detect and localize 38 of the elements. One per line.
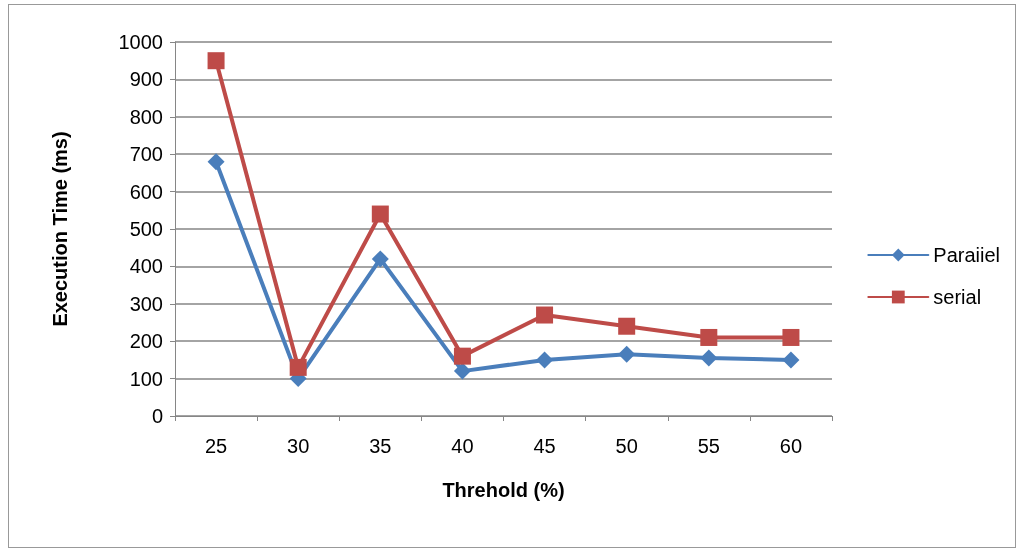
legend-label: Paraiiel [933,244,1000,266]
y-tick-label: 1000 [118,31,163,53]
y-tick-label: 500 [129,218,163,240]
point [289,358,307,376]
point [207,52,225,70]
y-tick-label: 400 [129,255,163,278]
point [207,153,225,171]
point [536,351,554,369]
x-axis-title: Threhold (%) [442,479,565,501]
x-tick-label: 25 [204,435,228,457]
point [453,362,471,380]
point [700,328,718,346]
point [536,306,554,324]
point [618,345,636,363]
x-tick-label: 35 [369,435,392,457]
point [782,351,800,369]
y-tick-label: 200 [129,330,163,353]
y-tick-label: 100 [129,367,163,390]
y-axis-title: Execution Time (ms) [49,131,71,327]
x-tick-label: 50 [615,435,638,457]
point [700,349,718,367]
x-tick-label: 40 [451,435,474,457]
x-tick-label: 30 [287,435,310,457]
point [453,347,471,365]
x-tick-label: 45 [533,435,556,457]
x-tick-label: 55 [697,435,720,457]
y-tick-label: 900 [129,68,163,91]
point [371,250,389,268]
point [618,317,636,335]
y-tick-label: 0 [151,405,163,427]
y-tick-label: 600 [129,180,163,203]
y-tick-label: 300 [129,292,163,315]
point [782,328,800,346]
legend-label: serial [933,286,982,308]
y-tick-label: 700 [129,143,163,166]
y-tick-label: 800 [129,105,163,128]
x-tick-label: 60 [779,435,803,457]
point [371,205,389,223]
